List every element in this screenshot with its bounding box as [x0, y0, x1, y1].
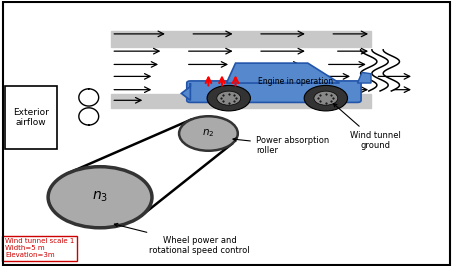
Polygon shape: [181, 83, 190, 100]
Text: $n_3$: $n_3$: [92, 190, 108, 205]
Circle shape: [179, 116, 238, 151]
Text: Wheel power and
rotational speed control: Wheel power and rotational speed control: [114, 223, 250, 255]
Circle shape: [314, 91, 338, 105]
Circle shape: [304, 85, 347, 111]
Circle shape: [217, 91, 241, 105]
Polygon shape: [226, 63, 339, 83]
Text: Power absorption
roller: Power absorption roller: [233, 136, 329, 155]
Text: Engine in operation: Engine in operation: [258, 77, 333, 86]
Circle shape: [207, 85, 251, 111]
Text: Exterior
airflow: Exterior airflow: [13, 108, 49, 127]
Bar: [111, 31, 371, 47]
Polygon shape: [357, 72, 371, 83]
Bar: [5, 86, 57, 150]
Bar: [111, 94, 371, 108]
Text: Wind tunnel scale 1
Width=5 m
Elevation=3m: Wind tunnel scale 1 Width=5 m Elevation=…: [5, 238, 75, 258]
Text: $n_2$: $n_2$: [202, 128, 215, 139]
Text: Wind tunnel
ground: Wind tunnel ground: [333, 104, 401, 150]
Circle shape: [48, 167, 152, 228]
FancyBboxPatch shape: [187, 81, 361, 103]
